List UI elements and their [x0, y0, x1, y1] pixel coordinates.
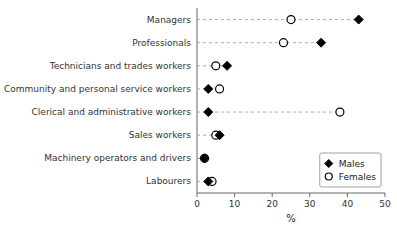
y-tick-label: Clerical and administrative workers: [32, 107, 192, 117]
y-tick-label: Community and personal service workers: [4, 84, 191, 94]
x-tick: [234, 193, 235, 197]
x-tick: [197, 193, 198, 197]
y-tick-label: Machinery operators and drivers: [44, 153, 191, 163]
point: [336, 108, 344, 116]
point: [216, 85, 224, 93]
point: [200, 154, 209, 163]
y-tick-label: Technicians and trades workers: [49, 61, 192, 71]
legend-marker: [325, 173, 332, 180]
point: [223, 61, 232, 70]
x-tick: [385, 193, 386, 197]
x-tick-label: 40: [342, 199, 354, 209]
x-tick-label: 10: [229, 199, 241, 209]
point: [317, 38, 326, 47]
point: [279, 39, 287, 47]
x-tick: [272, 193, 273, 197]
point: [354, 15, 363, 24]
y-tick-label: Labourers: [146, 176, 191, 186]
y-axis-line: [197, 8, 198, 193]
x-tick-label: 0: [194, 199, 200, 209]
leader-line: [197, 19, 359, 20]
legend-box: [320, 153, 381, 187]
x-ticks: 0 10 20 30 40 50: [194, 193, 391, 209]
point: [204, 108, 213, 117]
point: [287, 16, 295, 24]
point: [212, 62, 220, 70]
point: [215, 131, 224, 140]
y-tick-label: Sales workers: [129, 130, 192, 140]
x-axis-line: [197, 193, 385, 194]
x-tick-label: 50: [379, 199, 391, 209]
legend: Males Females: [320, 153, 381, 187]
point: [204, 84, 213, 93]
point: [204, 177, 213, 186]
legend-label: Males: [339, 159, 365, 169]
x-axis-label: %: [286, 213, 296, 224]
leader-line: [197, 42, 321, 43]
chart: Managers Professionals Technicians and tra…: [0, 0, 397, 227]
legend-label: Females: [339, 172, 377, 182]
y-tick-label: Professionals: [132, 38, 191, 48]
y-tick-labels: Managers Professionals Technicians and tra…: [4, 15, 191, 187]
leader-line: [197, 112, 340, 113]
legend-marker: [325, 160, 333, 168]
x-tick: [309, 193, 310, 197]
y-tick-label: Managers: [147, 15, 191, 25]
x-tick-label: 30: [304, 199, 316, 209]
point: [201, 154, 209, 162]
x-tick-label: 20: [266, 199, 278, 209]
x-tick: [347, 193, 348, 197]
